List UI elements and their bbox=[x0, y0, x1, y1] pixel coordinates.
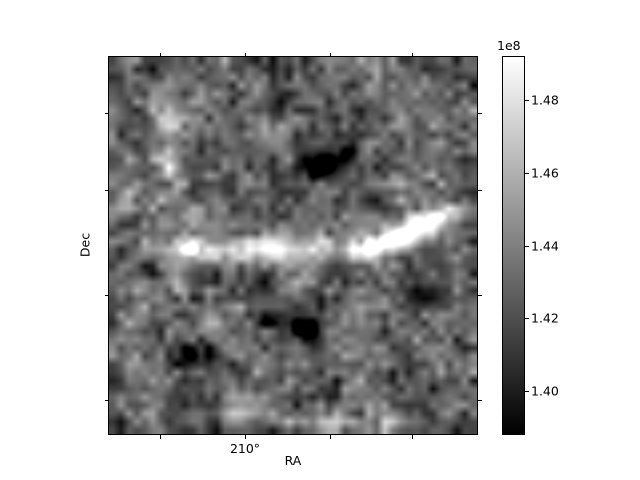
y-tick-left bbox=[104, 400, 108, 402]
y-tick-right bbox=[478, 113, 482, 115]
colorbar-offset-text: 1e8 bbox=[497, 38, 521, 53]
x-tick-top bbox=[245, 52, 247, 56]
colorbar-tick bbox=[525, 245, 529, 247]
x-tick-label: 210° bbox=[229, 441, 261, 456]
y-tick-right bbox=[478, 295, 482, 297]
y-tick-left bbox=[104, 190, 108, 192]
colorbar-tick bbox=[525, 318, 529, 320]
x-tick-bottom bbox=[160, 435, 162, 439]
x-tick-bottom bbox=[412, 435, 414, 439]
colorbar-tick-label: 1.42 bbox=[531, 310, 559, 326]
sky-map-image bbox=[109, 57, 477, 434]
colorbar-tick-label: 1.40 bbox=[531, 383, 559, 399]
colorbar[interactable] bbox=[502, 56, 525, 435]
colorbar-tick-label: 1.44 bbox=[531, 238, 559, 253]
y-axis-label: Dec bbox=[77, 232, 93, 258]
y-tick-right bbox=[478, 400, 482, 402]
colorbar-tick bbox=[525, 172, 529, 174]
y-tick-left bbox=[104, 113, 108, 115]
x-tick-bottom bbox=[330, 435, 332, 439]
x-tick-top bbox=[330, 52, 332, 56]
y-tick-right bbox=[478, 190, 482, 192]
x-tick-bottom bbox=[245, 435, 247, 439]
colorbar-tick bbox=[525, 391, 529, 393]
x-axis-label: RA bbox=[284, 453, 302, 468]
colorbar-tick bbox=[525, 99, 529, 101]
colorbar-tick-label: 1.46 bbox=[531, 165, 559, 181]
x-tick-top bbox=[412, 52, 414, 56]
y-tick-left bbox=[104, 295, 108, 297]
colorbar-tick-label: 1.48 bbox=[531, 92, 559, 108]
x-tick-top bbox=[160, 52, 162, 56]
sky-map-axes[interactable] bbox=[108, 56, 478, 435]
